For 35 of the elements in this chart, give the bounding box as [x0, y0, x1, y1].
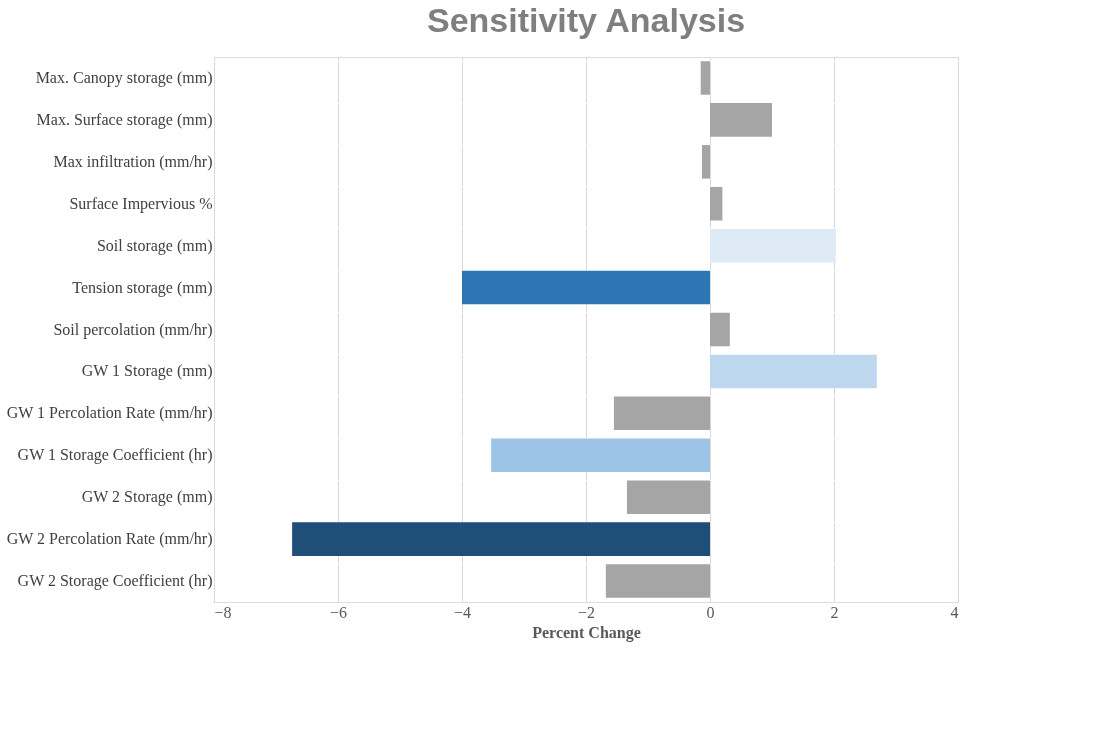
y-tick-label: Soil percolation (mm/hr) — [53, 320, 213, 339]
y-tick-label: Max. Canopy storage (mm) — [35, 68, 213, 87]
x-axis-title: Percent Change — [532, 623, 641, 642]
bar — [710, 312, 730, 347]
bar — [701, 145, 710, 179]
y-tick-label: GW 2 Storage (mm) — [81, 488, 213, 507]
x-tick-label: −2 — [577, 603, 596, 621]
x-tick-label: 4 — [950, 603, 959, 621]
bar — [605, 564, 710, 598]
y-tick-label: Soil storage (mm) — [96, 236, 213, 255]
bar — [710, 103, 772, 137]
bar — [710, 228, 836, 263]
y-tick-label: Surface Impervious % — [69, 194, 213, 213]
bar — [710, 354, 877, 389]
x-tick-label: 2 — [830, 603, 839, 621]
y-tick-label: Max infiltration (mm/hr) — [53, 152, 213, 171]
x-tick-label: −8 — [214, 603, 232, 621]
y-tick-label: GW 2 Storage Coefficient (hr) — [17, 572, 213, 591]
bar — [462, 270, 710, 305]
y-tick-label: GW 1 Storage (mm) — [81, 362, 213, 381]
y-tick-label: Tension storage (mm) — [72, 278, 213, 297]
y-tick-label: GW 2 Percolation Rate (mm/hr) — [6, 530, 213, 549]
x-tick-label: −4 — [453, 603, 472, 621]
x-tick-label: −6 — [329, 603, 348, 621]
bar — [491, 438, 710, 473]
chart-title: Sensitivity Analysis — [426, 1, 746, 39]
x-tick-label: 0 — [706, 603, 715, 621]
bar — [292, 522, 710, 556]
bar — [626, 480, 710, 514]
bar — [613, 396, 710, 431]
y-tick-label: GW 1 Percolation Rate (mm/hr) — [6, 404, 213, 423]
bar — [710, 186, 723, 221]
bar — [700, 61, 710, 95]
y-tick-label: GW 1 Storage Coefficient (hr) — [17, 446, 213, 465]
y-tick-label: Max. Surface storage (mm) — [36, 110, 213, 129]
